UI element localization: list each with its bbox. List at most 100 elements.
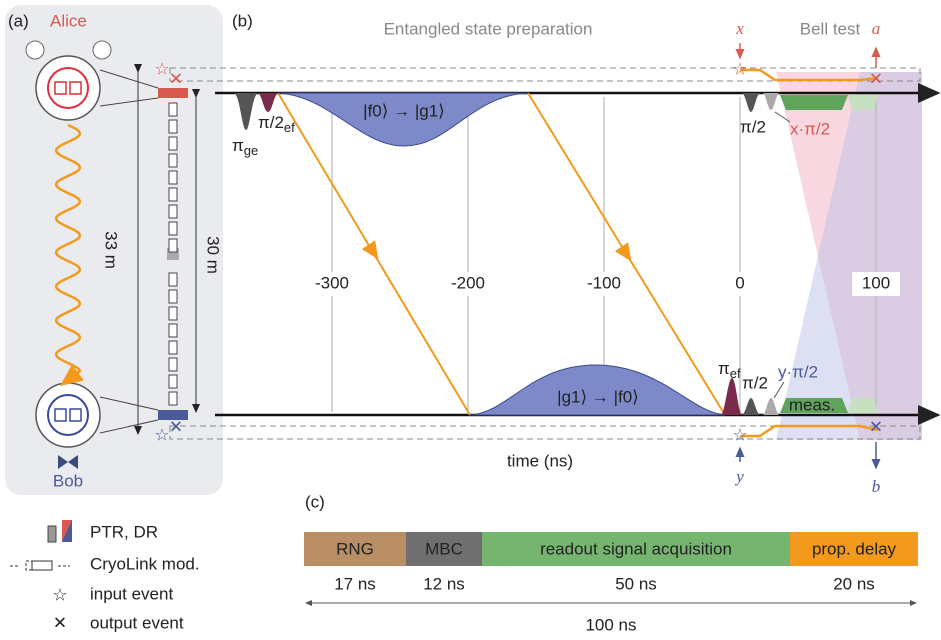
bell-title: Bell test bbox=[800, 19, 861, 38]
x-rot-pulse bbox=[763, 93, 779, 110]
pulse-label: π/2 bbox=[742, 373, 768, 392]
output-a: a bbox=[872, 19, 881, 38]
alice-cryostat bbox=[158, 88, 188, 98]
pulse-label: π/2ef bbox=[258, 113, 295, 135]
link-segment bbox=[168, 119, 178, 134]
link-segment bbox=[168, 357, 178, 372]
link-segment bbox=[168, 102, 178, 117]
link-segment bbox=[168, 187, 178, 202]
pulse-subscript: ge bbox=[244, 143, 258, 158]
bob-cryostat bbox=[158, 410, 188, 420]
measure-pulse bbox=[848, 95, 878, 110]
link-segment bbox=[168, 238, 178, 253]
segment-duration: 50 ns bbox=[615, 574, 657, 593]
tick-label: -300 bbox=[315, 273, 349, 292]
output-event: ✕ bbox=[869, 417, 883, 436]
input-x: x bbox=[735, 19, 744, 38]
light-cone-b bbox=[776, 72, 922, 440]
measure-pulse bbox=[780, 398, 848, 413]
link-segments bbox=[168, 102, 178, 406]
photon-arrow bbox=[614, 242, 632, 262]
pulse-label: x·π/2 bbox=[790, 119, 830, 138]
pulse-subscript: ef bbox=[284, 120, 295, 135]
legend-icon bbox=[10, 560, 70, 571]
link-segment bbox=[168, 221, 178, 236]
segment-name: readout signal acquisition bbox=[540, 539, 732, 558]
event-path bbox=[740, 68, 879, 82]
segment-name: prop. delay bbox=[812, 539, 897, 558]
output-event: ✕ bbox=[169, 69, 183, 88]
meas-label: meas. bbox=[789, 395, 835, 414]
input-event: ☆ bbox=[154, 59, 169, 78]
link-segment bbox=[168, 289, 178, 304]
link-segment bbox=[168, 323, 178, 338]
photon-wave bbox=[54, 123, 85, 387]
tick-label-bg bbox=[716, 272, 764, 296]
pulse-pointer bbox=[774, 111, 791, 123]
segment-duration: 12 ns bbox=[423, 574, 465, 593]
connector bbox=[99, 97, 159, 107]
legend-icon: ✕ bbox=[53, 613, 67, 632]
legend-text: input event bbox=[90, 584, 173, 603]
link-segment bbox=[168, 153, 178, 168]
input-event: ☆ bbox=[732, 59, 747, 78]
photon-path bbox=[277, 92, 471, 416]
legend-icon bbox=[31, 560, 53, 571]
legend-text: PTR, DR bbox=[90, 522, 158, 541]
panel-label: (a) bbox=[8, 11, 29, 30]
pulse-label: π/2 bbox=[740, 117, 766, 136]
x-axis-label: time (ns) bbox=[507, 451, 573, 470]
photon-arrow bbox=[361, 240, 379, 260]
bob-label: Bob bbox=[53, 471, 83, 490]
panel-c: (c) RNG 17 ns MBC 12 ns readout signal acqui… bbox=[304, 492, 918, 634]
tick-label: -100 bbox=[587, 273, 621, 292]
legend-text: CryoLink mod. bbox=[90, 554, 200, 573]
bob-qubit bbox=[54, 408, 67, 422]
input-event: ☆ bbox=[732, 425, 747, 444]
panel-label: (c) bbox=[305, 492, 325, 511]
pump bbox=[25, 40, 45, 60]
connector bbox=[99, 419, 159, 434]
segment-name: MBC bbox=[425, 539, 463, 558]
prep-title: Entangled state preparation bbox=[384, 19, 593, 38]
inner-length: 30 m bbox=[204, 236, 223, 274]
pump bbox=[92, 40, 112, 60]
link-segment bbox=[168, 306, 178, 321]
measure-pulse bbox=[780, 95, 848, 110]
output-b: b bbox=[872, 477, 881, 496]
tick-label-bg bbox=[444, 272, 492, 296]
link-segment bbox=[168, 374, 178, 389]
panel-a: (a) Alice Bob 33 m 30 m bbox=[5, 5, 223, 495]
link-segment bbox=[168, 272, 178, 287]
legend: ☆ ✕ PTR, DR CryoLink mod. input event ou… bbox=[10, 520, 200, 632]
output-event: ✕ bbox=[169, 417, 183, 436]
pulse-label: πge bbox=[232, 136, 258, 158]
pi-ge-pulse bbox=[234, 93, 258, 130]
alice-qubit bbox=[69, 81, 82, 95]
bob-qubit bbox=[47, 394, 89, 436]
timing-segment bbox=[482, 532, 790, 566]
panel-label: (b) bbox=[232, 11, 253, 30]
tick-label-bg bbox=[580, 272, 628, 296]
total-duration: 100 ns bbox=[585, 615, 636, 634]
tick-label: 100 bbox=[862, 273, 890, 292]
bob-bowtie bbox=[58, 455, 78, 469]
pi-ef-pulse bbox=[721, 378, 742, 415]
event-band bbox=[169, 425, 921, 440]
segment-duration: 17 ns bbox=[334, 574, 376, 593]
time-grid: -300 -200 -100 0 100 bbox=[308, 97, 900, 412]
alice-qubit bbox=[47, 67, 89, 109]
alice-node bbox=[35, 55, 101, 121]
alice-label: Alice bbox=[50, 11, 87, 30]
connector bbox=[99, 69, 159, 89]
connector bbox=[99, 396, 159, 411]
transfer-pulse bbox=[469, 364, 726, 416]
transfer-label: |f0⟩ → |g1⟩ bbox=[363, 101, 445, 120]
pi2-pulse bbox=[742, 93, 760, 112]
legend-text: output event bbox=[90, 613, 184, 632]
pi2-ef-pulse bbox=[258, 93, 278, 112]
event-path bbox=[740, 424, 879, 438]
cryolink bbox=[158, 88, 188, 420]
pulse-symbol: π/2 bbox=[258, 113, 284, 132]
